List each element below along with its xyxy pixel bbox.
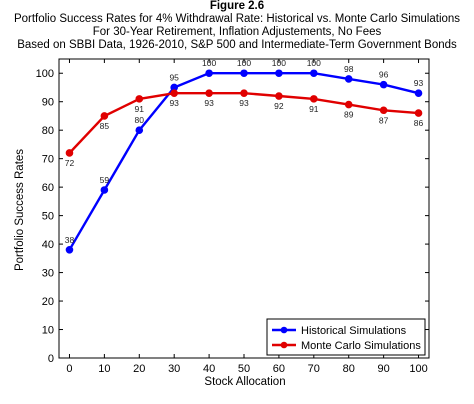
x-tick-label: 70 <box>308 363 320 375</box>
data-point <box>170 89 178 97</box>
data-point <box>379 106 388 115</box>
y-tick-label: 70 <box>42 154 54 166</box>
data-label: 91 <box>309 104 319 114</box>
data-point <box>65 149 74 157</box>
y-tick-label: 30 <box>42 268 54 280</box>
data-label: 93 <box>204 98 214 108</box>
chart-title: Portfolio Success Rates for 4% Withdrawa… <box>13 13 461 25</box>
data-label: 93 <box>169 98 179 108</box>
data-label: 93 <box>239 98 249 108</box>
data-point <box>379 80 388 89</box>
data-label: 80 <box>135 115 145 125</box>
x-tick-label: 80 <box>343 363 355 375</box>
y-axis-label: Portfolio Success Rates <box>14 149 26 271</box>
data-point <box>344 100 353 109</box>
data-label: 100 <box>202 58 216 68</box>
x-tick-label: 30 <box>168 363 180 375</box>
data-label: 86 <box>414 118 424 128</box>
y-tick-label: 10 <box>42 325 54 337</box>
data-point <box>135 126 144 134</box>
x-tick-label: 10 <box>98 363 110 375</box>
data-labels: 38 59 80 95 100 100 100 100 98 96 93 72 85 91 93 93 93 92… <box>65 58 424 245</box>
data-point <box>310 69 318 78</box>
data-label: 95 <box>169 72 179 82</box>
legend-label-1: Monte Carlo Simulations <box>301 340 421 352</box>
data-label: 87 <box>379 115 389 125</box>
y-tick-label: 90 <box>42 97 54 109</box>
data-point <box>135 95 144 103</box>
y-tick-label: 60 <box>42 182 54 194</box>
data-point <box>275 92 283 100</box>
y-tick-label: 0 <box>48 353 54 365</box>
data-point <box>275 69 283 78</box>
x-tick-label: 50 <box>238 363 250 375</box>
x-tick-label: 100 <box>409 363 427 375</box>
chart-subtitle-2: Based on SBBI Data, 1926-2010, S&P 500 a… <box>17 39 457 51</box>
y-tick-label: 100 <box>36 68 54 80</box>
data-point <box>65 245 74 254</box>
chart-subtitle-1: For 30-Year Retirement, Inflation Adjust… <box>92 26 382 38</box>
data-label: 59 <box>100 175 110 185</box>
data-point <box>100 186 109 194</box>
data-label: 98 <box>344 64 354 74</box>
y-tick-label: 40 <box>42 239 54 251</box>
data-point <box>414 109 423 117</box>
data-point <box>100 112 109 120</box>
y-tick-label: 80 <box>42 125 54 137</box>
y-tick-label: 50 <box>42 211 54 223</box>
data-point <box>240 69 248 78</box>
data-label: 100 <box>272 58 286 68</box>
x-tick-label: 20 <box>133 363 145 375</box>
legend-label-0: Historical Simulations <box>301 325 407 337</box>
chart-titles: Figure 2.6 Portfolio Success Rates for 4… <box>0 0 474 52</box>
data-label: 91 <box>135 104 145 114</box>
x-tick-label: 0 <box>66 363 72 375</box>
y-tick-label: 20 <box>42 296 54 308</box>
figure-label: Figure 2.6 <box>209 0 265 12</box>
legend-marker-1 <box>280 341 288 349</box>
data-label: 92 <box>274 101 284 111</box>
data-label: 100 <box>307 58 321 68</box>
x-tick-label: 40 <box>203 363 215 375</box>
legend: Historical Simulations Monte Carlo Simula… <box>266 318 426 356</box>
data-point <box>205 89 213 97</box>
data-point <box>310 95 318 103</box>
data-label: 38 <box>65 235 75 245</box>
data-label: 96 <box>379 70 389 80</box>
data-point <box>205 69 213 78</box>
data-point <box>240 89 248 97</box>
x-tick-label: 90 <box>377 363 389 375</box>
data-label: 85 <box>100 121 110 131</box>
data-label: 72 <box>65 158 75 168</box>
legend-marker-0 <box>280 326 288 334</box>
legend-box <box>266 318 426 356</box>
data-point <box>414 89 423 97</box>
data-label: 93 <box>414 78 424 88</box>
x-axis-label: Stock Allocation <box>204 376 285 388</box>
series-layer <box>65 69 423 254</box>
data-label: 89 <box>344 110 354 120</box>
x-tick-label: 60 <box>273 363 285 375</box>
data-label: 100 <box>237 58 251 68</box>
data-point <box>344 75 353 83</box>
